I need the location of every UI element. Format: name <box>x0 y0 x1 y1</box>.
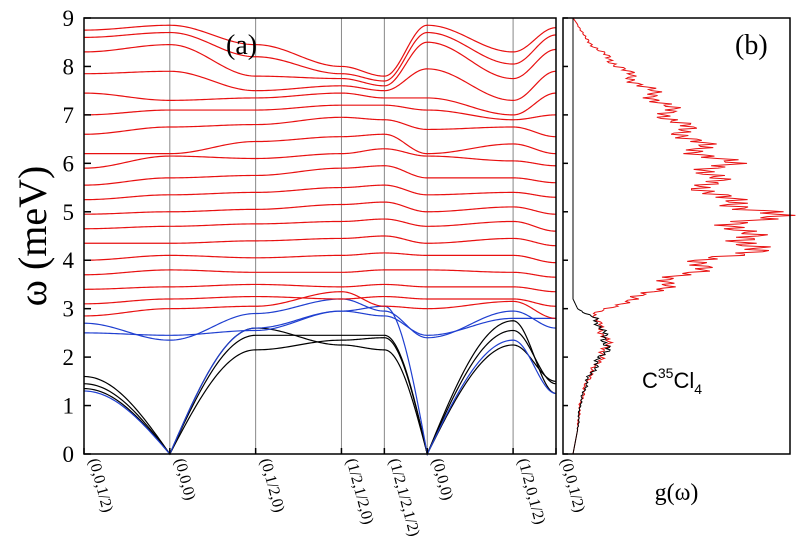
formula-superscript: 35 <box>658 365 674 381</box>
dos-frame <box>562 17 791 455</box>
k-point-label: (1/2,0,1/2) <box>514 457 548 527</box>
optical-branch <box>83 104 557 121</box>
formula-middle: Cl <box>673 368 694 393</box>
y-tick-label: 5 <box>63 200 75 225</box>
formula-subscript: 4 <box>694 381 702 397</box>
x-axis-title: g(ω) <box>655 480 699 506</box>
dispersion-panel: 0 1 2 3 4 5 6 7 8 9 (0,0,1/2) (0,0,0) (0,1/2,0) (1/2… <box>10 6 588 538</box>
optical-branch <box>84 68 557 101</box>
acoustic-branch <box>83 337 557 456</box>
panel-label-b: (b) <box>735 30 768 61</box>
y-axis-ticks: 0 1 2 3 4 5 6 7 8 9 <box>63 6 568 467</box>
k-point-label: (0,0,1/2) <box>557 457 588 515</box>
y-tick-label: 6 <box>63 151 75 176</box>
acoustic-dos-curve <box>572 18 611 455</box>
y-tick-label: 3 <box>63 297 75 322</box>
dos-curves <box>572 17 796 455</box>
optical-branch <box>83 31 557 82</box>
optical-branch <box>83 41 557 87</box>
optical-branch <box>84 235 557 247</box>
k-point-label: (0,1/2,0) <box>257 457 288 515</box>
optical-branch <box>83 291 557 319</box>
k-point-label: (0,0,0) <box>171 457 198 503</box>
optical-branch <box>83 24 557 77</box>
compound-formula: C35Cl4 <box>642 365 702 397</box>
optical-branch <box>83 269 557 278</box>
dispersion-branches <box>83 24 557 456</box>
y-tick-label: 2 <box>63 345 75 370</box>
y-tick-label: 9 <box>63 6 75 31</box>
dispersion-frame <box>83 17 557 455</box>
transverse-branch <box>83 298 557 341</box>
k-point-label: (0,0,1/2) <box>85 457 116 515</box>
optical-branch <box>84 201 557 215</box>
optical-branch <box>84 218 557 232</box>
optical-branch <box>83 184 556 201</box>
k-point-label: (1/2,1/2,1/2) <box>385 457 422 539</box>
optical-branch <box>84 133 557 155</box>
dos-panel: (b) g(ω) C35Cl4 <box>562 17 796 506</box>
panel-label-a: (a) <box>226 30 257 61</box>
optical-branch <box>83 252 557 264</box>
optical-branch <box>83 165 557 186</box>
optical-branch <box>83 116 557 138</box>
y-tick-label: 8 <box>63 54 75 79</box>
y-tick-label: 1 <box>63 394 75 419</box>
k-point-label: (0,0,0) <box>428 457 455 503</box>
y-tick-label: 4 <box>63 248 75 273</box>
y-axis-title: ω (meV) <box>10 166 55 307</box>
optical-branch <box>83 92 557 116</box>
k-point-labels: (0,0,1/2) (0,0,0) (0,1/2,0) (1/2,1/2,0) (1/2… <box>83 448 588 539</box>
transverse-branch <box>84 310 556 336</box>
optical-branch <box>83 295 557 307</box>
optical-branch <box>83 148 557 169</box>
k-point-label: (1/2,1/2,0) <box>343 457 377 527</box>
optical-branch <box>84 283 557 293</box>
acoustic-branch <box>83 329 557 456</box>
transverse-branch <box>83 305 557 456</box>
y-tick-label: 0 <box>63 442 75 467</box>
y-tick-label: 7 <box>63 103 75 128</box>
formula-base: C <box>642 368 658 393</box>
